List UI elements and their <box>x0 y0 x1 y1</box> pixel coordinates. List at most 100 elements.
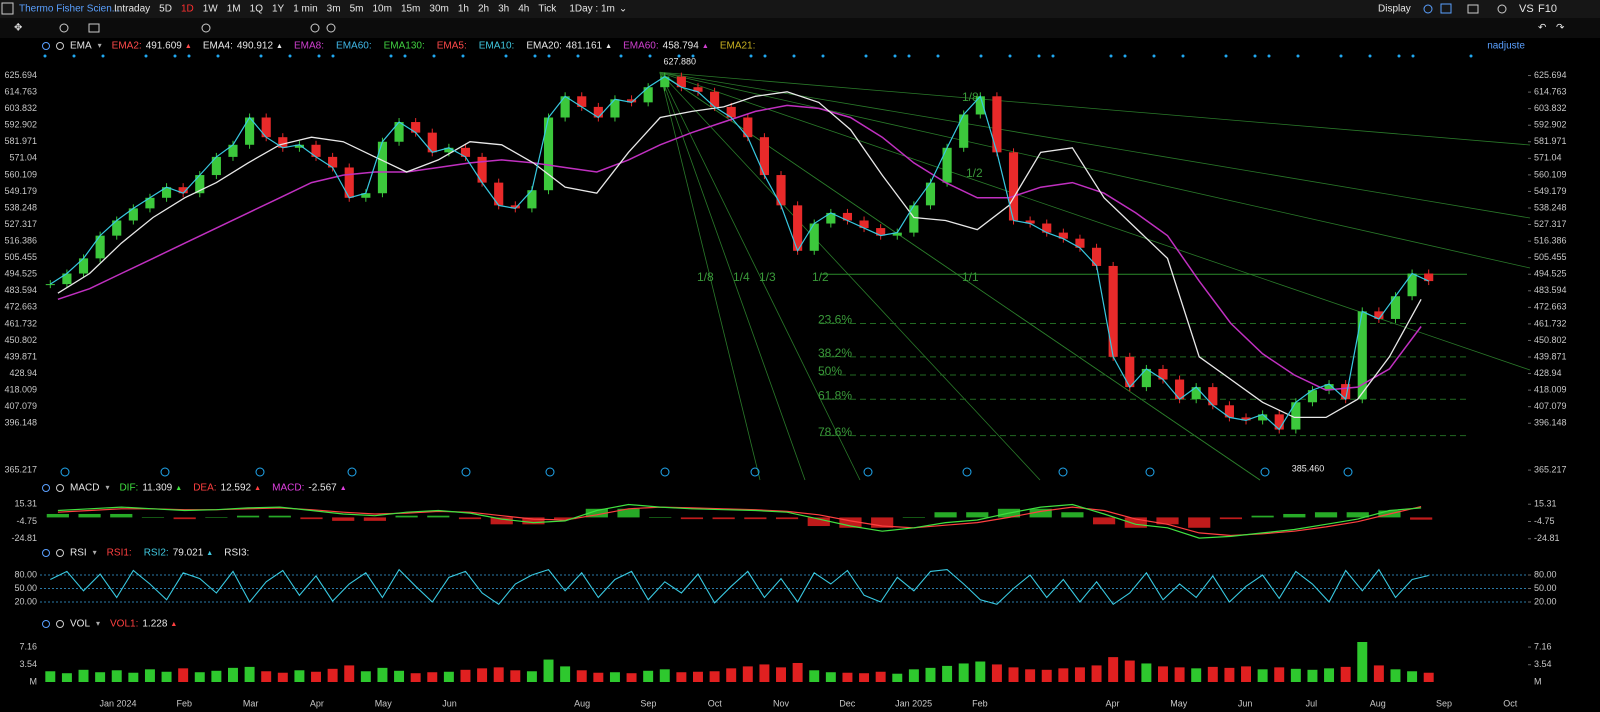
candle <box>842 212 853 221</box>
move-icon[interactable]: ✥ <box>14 23 22 34</box>
legend-label: EMA2: <box>112 41 142 52</box>
y-tick-label: 494.525 <box>4 269 37 279</box>
volume-bar <box>443 671 454 682</box>
settings-icon[interactable] <box>42 484 50 492</box>
event-marker[interactable] <box>160 467 170 477</box>
period-button[interactable]: Intraday <box>114 4 150 15</box>
period-button[interactable]: 1Q <box>250 4 264 15</box>
macd-bar <box>744 517 767 520</box>
macd-bar <box>173 517 196 520</box>
x-tick-label: Jan 2024 <box>99 698 136 708</box>
vs-button[interactable]: VS <box>1519 3 1534 15</box>
fib-label: 78.6% <box>818 425 852 439</box>
event-marker[interactable] <box>1260 467 1270 477</box>
candle <box>377 141 388 194</box>
y-tick-label-right: 516.386 <box>1534 235 1567 245</box>
volume-bar <box>95 672 106 682</box>
tool-icon[interactable] <box>88 23 100 33</box>
period-button[interactable]: 3h <box>498 4 509 15</box>
settings-icon[interactable] <box>42 549 50 557</box>
event-dot <box>533 54 537 58</box>
undo-icon[interactable]: ↶ <box>1538 23 1546 34</box>
y-tick-label: 614.763 <box>4 86 37 96</box>
period-button[interactable]: 5D <box>159 4 172 15</box>
period-button[interactable]: 15m <box>401 4 420 15</box>
event-marker[interactable] <box>1343 467 1353 477</box>
volume-bar <box>144 669 155 682</box>
event-marker[interactable] <box>60 467 70 477</box>
icon[interactable] <box>1497 4 1507 14</box>
macd-bar <box>1314 512 1338 518</box>
event-marker[interactable] <box>255 467 265 477</box>
period-button[interactable]: 1M <box>227 4 241 15</box>
volume-bar <box>128 672 139 682</box>
event-marker[interactable] <box>1058 467 1068 477</box>
volume-bar <box>526 671 537 682</box>
settings-icon[interactable] <box>42 620 50 628</box>
period-button[interactable]: 3m <box>327 4 341 15</box>
event-marker[interactable] <box>545 467 555 477</box>
event-marker[interactable] <box>1145 467 1155 477</box>
symbol-name[interactable]: Thermo Fisher Scien... <box>19 4 120 15</box>
visibility-icon[interactable] <box>56 620 64 628</box>
display-button[interactable]: Display <box>1378 4 1411 15</box>
event-marker[interactable] <box>660 467 670 477</box>
macd-bar <box>46 513 69 518</box>
visibility-icon[interactable] <box>56 484 64 492</box>
tool-icon[interactable] <box>310 23 320 33</box>
period-button[interactable]: 10m <box>372 4 391 15</box>
period-button[interactable]: 1Y <box>272 4 285 15</box>
timeframe-select[interactable]: 1Day : 1m <box>569 4 615 15</box>
event-marker[interactable] <box>347 467 357 477</box>
macd-bar <box>585 508 608 518</box>
candle <box>942 147 952 183</box>
period-button[interactable]: 30m <box>429 4 448 15</box>
gann-fan-line <box>659 71 1261 481</box>
icon[interactable] <box>1423 4 1433 14</box>
period-button[interactable]: Tick <box>538 4 557 15</box>
period-button[interactable]: 4h <box>518 4 529 15</box>
volume-bar <box>111 670 122 682</box>
period-button[interactable]: 1h <box>458 4 469 15</box>
period-button[interactable]: 2h <box>478 4 489 15</box>
gann-fan-line <box>659 71 1531 219</box>
tool-icon[interactable] <box>326 23 336 33</box>
event-marker[interactable] <box>750 467 760 477</box>
menu-icon[interactable] <box>1 2 14 15</box>
tool-icon[interactable] <box>59 23 69 33</box>
event-marker[interactable] <box>461 467 471 477</box>
indicator-line <box>57 104 1422 391</box>
icon[interactable] <box>1440 3 1452 14</box>
visibility-icon[interactable] <box>56 42 64 50</box>
period-button[interactable]: 1D <box>181 4 194 15</box>
candle <box>460 147 471 157</box>
event-dot <box>893 54 897 58</box>
f10-button[interactable]: F10 <box>1538 3 1557 15</box>
volume-bar <box>659 669 670 682</box>
y-tick-label-right: 581.971 <box>1534 136 1567 146</box>
period-button[interactable]: 5m <box>350 4 364 15</box>
candle <box>161 187 172 198</box>
adjust-label[interactable]: nadjuste <box>1487 41 1525 52</box>
period-button[interactable]: 1 min <box>293 4 317 15</box>
icon[interactable] <box>1467 4 1479 14</box>
candle <box>626 99 637 103</box>
volume-bar <box>427 672 438 682</box>
candle <box>311 144 321 157</box>
volume-bar <box>908 669 919 682</box>
event-marker[interactable] <box>962 467 972 477</box>
tool-icon[interactable] <box>201 23 211 33</box>
redo-icon[interactable]: ↷ <box>1556 23 1565 34</box>
settings-icon[interactable] <box>42 42 50 50</box>
volume-bar <box>1108 657 1119 682</box>
candle <box>610 99 620 118</box>
event-marker[interactable] <box>863 467 873 477</box>
visibility-icon[interactable] <box>56 549 64 557</box>
y-tick-label-right: 418.009 <box>1534 385 1567 395</box>
y-tick-label-right: 527.317 <box>1534 219 1567 229</box>
y-tick-label: 80.00 <box>14 569 37 579</box>
fan-label: 1/4 <box>733 270 750 284</box>
candle <box>859 220 869 229</box>
period-button[interactable]: 1W <box>203 4 219 15</box>
